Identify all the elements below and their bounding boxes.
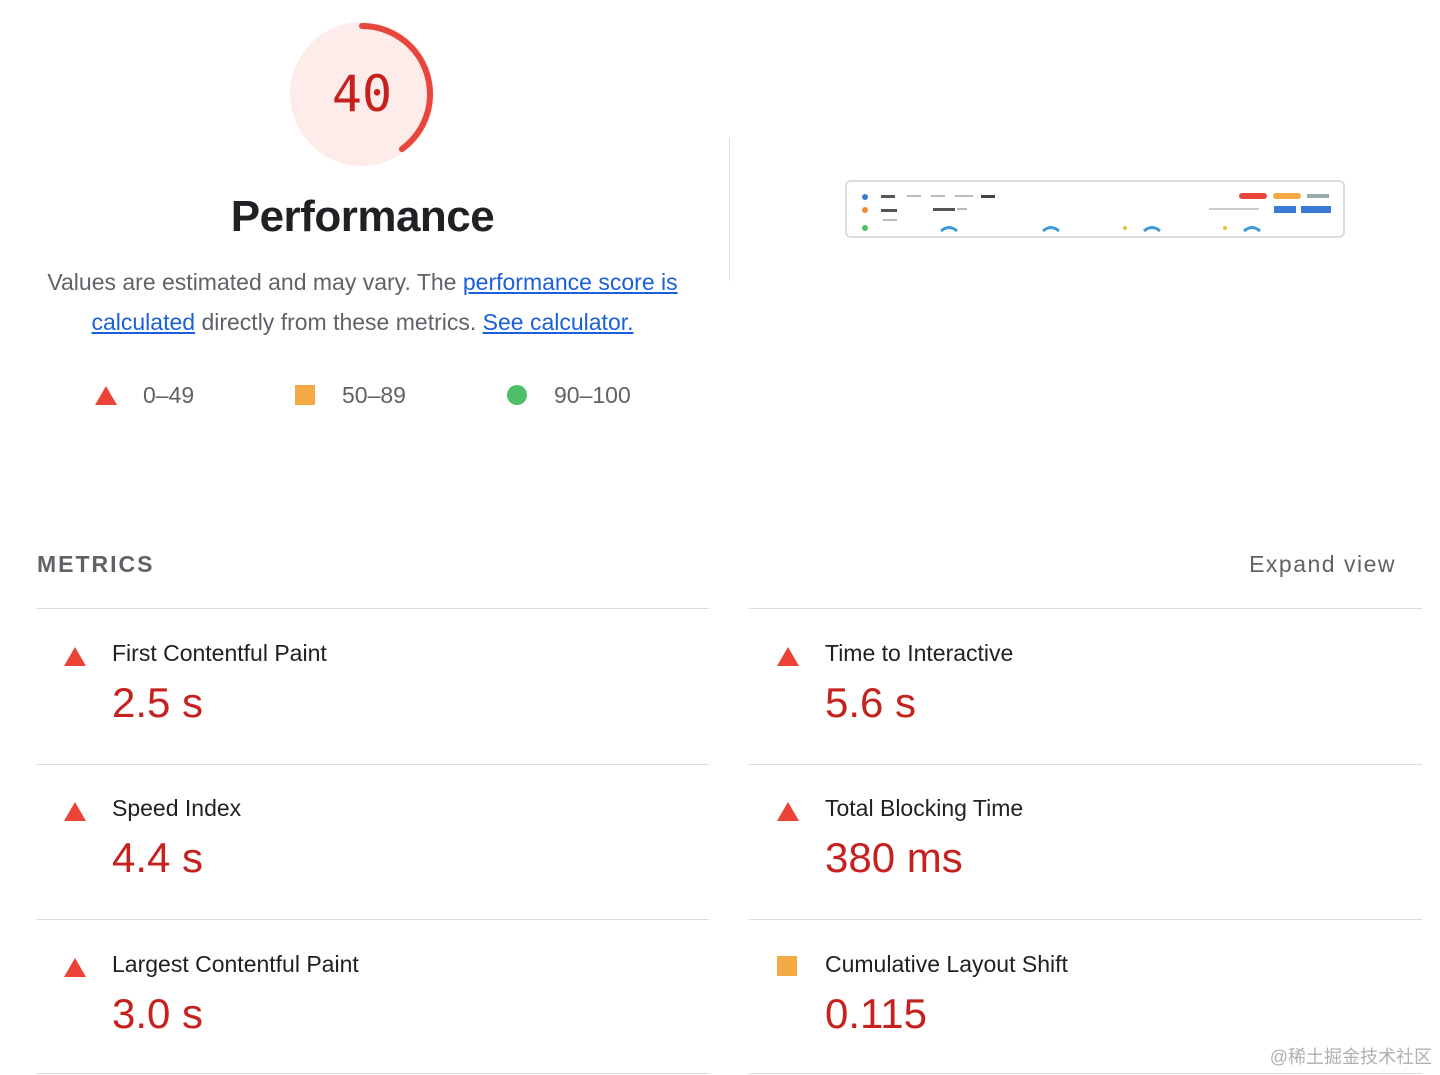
description-prefix: Values are estimated and may vary. The xyxy=(47,269,463,295)
legend-fail: 0–49 xyxy=(95,380,194,410)
metric-value: 0.115 xyxy=(825,990,927,1037)
metric-label: Speed Index xyxy=(112,795,242,821)
score-gauge-arc xyxy=(291,23,433,165)
metric-value: 380 ms xyxy=(825,834,963,881)
legend-average: 50–89 xyxy=(295,380,406,410)
metric-value: 5.6 s xyxy=(825,679,917,726)
metric-first-contentful-paint: First Contentful Paint 2.5 s xyxy=(36,609,706,759)
legend-label-pass: 90–100 xyxy=(554,381,631,408)
category-title: Performance xyxy=(230,192,495,241)
legend-pass: 90–100 xyxy=(507,380,631,410)
metrics-divider xyxy=(36,919,709,920)
score-value: 40 xyxy=(331,65,393,123)
metrics-divider xyxy=(36,608,709,609)
metrics-divider xyxy=(749,608,1422,609)
metrics-divider xyxy=(36,764,709,765)
metric-cumulative-layout-shift: Cumulative Layout Shift 0.115 xyxy=(749,920,1419,1070)
description-middle: directly from these metrics. xyxy=(195,309,483,335)
final-screenshot-thumbnail[interactable] xyxy=(845,180,1345,238)
score-gauge-ring xyxy=(290,22,434,166)
page-preview-image xyxy=(862,193,1331,233)
score-description: Values are estimated and may vary. The p… xyxy=(35,262,690,342)
average-square-icon xyxy=(777,956,797,976)
metric-label: Largest Contentful Paint xyxy=(112,951,359,977)
metrics-heading: METRICS xyxy=(37,551,155,577)
metric-label: Time to Interactive xyxy=(825,640,1014,666)
metrics-divider xyxy=(749,919,1422,920)
fail-triangle-icon xyxy=(64,958,86,977)
metric-value: 3.0 s xyxy=(112,990,204,1037)
fail-triangle-icon xyxy=(64,802,86,821)
legend-label-average: 50–89 xyxy=(342,381,406,408)
fail-triangle-icon xyxy=(777,802,799,821)
metric-speed-index: Speed Index 4.4 s xyxy=(36,764,706,914)
metric-total-blocking-time: Total Blocking Time 380 ms xyxy=(749,764,1419,914)
fail-triangle-icon xyxy=(64,647,86,666)
red-triangle-icon xyxy=(95,385,117,405)
metric-value: 2.5 s xyxy=(112,679,204,726)
see-calculator-link[interactable]: See calculator. xyxy=(482,309,634,335)
vertical-divider xyxy=(729,138,730,281)
metric-label: Cumulative Layout Shift xyxy=(825,951,1068,977)
metric-label: First Contentful Paint xyxy=(112,640,327,666)
metrics-divider xyxy=(749,1073,1422,1074)
legend-label-fail: 0–49 xyxy=(143,381,195,408)
metric-label: Total Blocking Time xyxy=(825,795,1024,821)
score-gauge: 40 xyxy=(288,20,436,168)
metrics-divider xyxy=(36,1073,709,1074)
green-circle-icon xyxy=(507,385,527,405)
performance-score-link[interactable]: performance score is calculated xyxy=(91,269,678,335)
orange-square-icon xyxy=(295,385,315,405)
metric-largest-contentful-paint: Largest Contentful Paint 3.0 s xyxy=(36,920,706,1070)
metric-time-to-interactive: Time to Interactive 5.6 s xyxy=(749,609,1419,759)
fail-triangle-icon xyxy=(777,647,799,666)
watermark: @稀土掘金技术社区 xyxy=(1269,1047,1432,1067)
expand-view-toggle[interactable]: Expand view xyxy=(1249,551,1396,577)
metrics-divider xyxy=(749,764,1422,765)
metric-value: 4.4 s xyxy=(112,834,204,881)
